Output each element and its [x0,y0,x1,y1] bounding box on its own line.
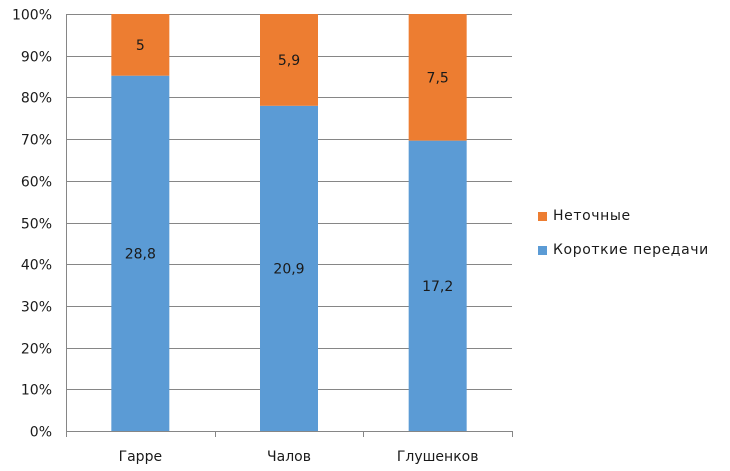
data-label: 5 [136,38,145,54]
legend-item-short-passes: Короткие передачи [538,242,709,258]
legend-swatch-inaccurate [538,211,547,221]
legend: Неточные Короткие передачи [538,208,709,276]
legend-label-short-passes: Короткие передачи [553,242,709,258]
x-category-label: Гарре [119,449,163,465]
y-tick-label: 100% [12,8,52,24]
y-tick-label: 30% [21,300,52,316]
bar-segment-short-passes [111,75,170,431]
y-tick-label: 80% [21,91,52,107]
y-tick-label: 50% [21,217,52,233]
bar-segment-inaccurate [408,14,467,141]
bar-segment-short-passes [260,105,318,431]
legend-label-inaccurate: Неточные [553,208,631,224]
x-category-label: Чалов [267,449,311,465]
data-label: 5,9 [278,53,300,69]
data-label: 28,8 [125,246,156,262]
y-tick-label: 70% [21,133,52,149]
bar-segment-inaccurate [111,14,170,76]
data-label: 20,9 [273,261,304,277]
legend-item-inaccurate: Неточные [538,208,709,224]
y-tick-label: 90% [21,50,52,66]
legend-swatch-short-passes [538,245,547,255]
y-tick-label: 60% [21,175,52,191]
x-category-label: Глушенков [397,449,479,465]
y-tick-label: 10% [21,383,52,399]
bar-segment-short-passes [408,140,467,431]
y-tick-label: 0% [30,425,52,441]
y-tick-label: 40% [21,258,52,274]
y-tick-label: 20% [21,342,52,358]
bar-segment-inaccurate [260,14,318,106]
data-label: 17,2 [422,279,453,295]
data-label: 7,5 [427,70,449,86]
